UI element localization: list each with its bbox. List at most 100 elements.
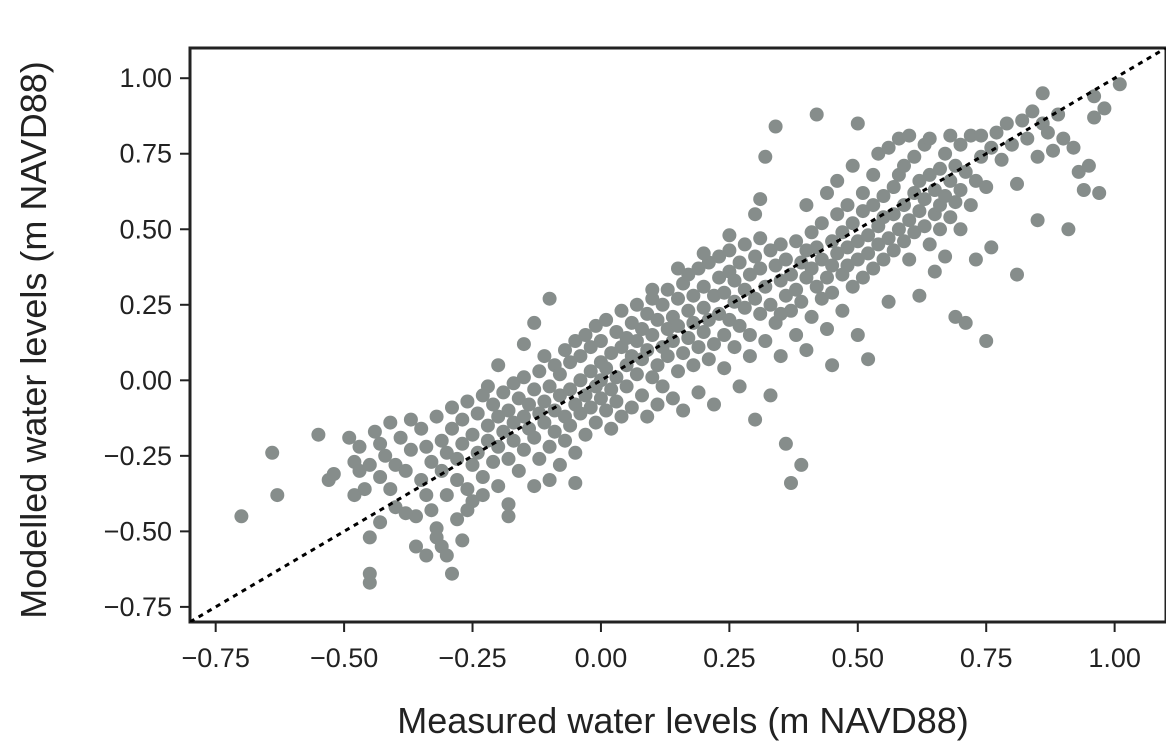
- data-point-31: [414, 421, 429, 436]
- data-point-380: [671, 261, 685, 276]
- data-point-306: [897, 158, 911, 173]
- data-point-197: [712, 306, 727, 321]
- data-point-379: [645, 282, 660, 297]
- data-point-393: [501, 509, 516, 524]
- data-point-240: [784, 476, 798, 490]
- data-point-295: [881, 231, 896, 246]
- data-point-206: [727, 340, 742, 355]
- data-point-6: [342, 430, 357, 445]
- data-point-114: [573, 373, 588, 388]
- data-point-291: [871, 146, 886, 161]
- data-point-76: [506, 376, 521, 391]
- data-point-235: [778, 288, 793, 303]
- data-point-12: [362, 457, 377, 472]
- data-point-131: [599, 312, 614, 327]
- data-point-256: [814, 291, 829, 306]
- x-tick-label: 0.00: [575, 643, 628, 673]
- data-point-338: [953, 222, 968, 237]
- data-point-298: [886, 180, 901, 194]
- data-point-82: [516, 370, 531, 385]
- data-point-87: [527, 382, 542, 397]
- data-point-224: [758, 334, 773, 348]
- x-axis-title: Measured water levels (m NAVD88): [397, 700, 969, 741]
- data-point-373: [1081, 158, 1096, 173]
- data-point-192: [701, 312, 716, 327]
- data-point-337: [953, 183, 968, 197]
- data-point-34: [424, 454, 439, 469]
- data-point-343: [963, 128, 978, 143]
- data-point-320: [922, 167, 937, 182]
- data-point-121: [583, 400, 598, 415]
- data-point-310: [907, 186, 922, 200]
- data-point-261: [820, 322, 834, 336]
- data-point-118: [578, 328, 593, 342]
- data-point-54: [460, 394, 475, 409]
- data-point-214: [742, 267, 757, 282]
- data-point-332: [943, 210, 958, 225]
- data-point-377: [1097, 101, 1112, 116]
- y-tick-label: 0.00: [119, 365, 172, 395]
- data-point-149: [629, 297, 644, 312]
- data-point-1: [265, 445, 280, 460]
- data-point-243: [789, 328, 804, 342]
- data-point-383: [748, 207, 763, 222]
- data-point-67: [486, 397, 501, 412]
- data-point-30: [414, 473, 429, 487]
- data-point-174: [671, 318, 685, 333]
- data-point-280: [855, 204, 870, 219]
- y-tick-label: 0.50: [119, 214, 172, 244]
- data-point-368: [1056, 131, 1071, 146]
- data-point-52: [455, 436, 470, 451]
- data-point-334: [948, 309, 963, 324]
- data-point-18: [373, 436, 388, 451]
- data-point-132: [599, 361, 614, 376]
- data-point-90: [532, 364, 547, 379]
- y-axis: −0.75 −0.50 −0.25 0.00 0.25 0.50 0.75 1.00: [104, 63, 190, 622]
- data-point-274: [845, 216, 860, 231]
- data-point-3: [311, 427, 326, 442]
- data-point-103: [552, 457, 567, 472]
- data-point-203: [722, 312, 737, 327]
- data-point-97: [542, 473, 557, 487]
- data-point-19: [378, 448, 393, 463]
- data-point-296: [881, 140, 896, 155]
- data-point-115: [573, 406, 588, 421]
- data-point-222: [753, 231, 768, 246]
- data-point-88: [527, 430, 542, 445]
- data-point-15: [362, 575, 377, 590]
- data-point-84: [522, 397, 536, 412]
- data-point-286: [866, 198, 881, 213]
- data-point-270: [835, 303, 850, 318]
- data-point-356: [1010, 176, 1024, 191]
- data-point-369: [1061, 222, 1076, 237]
- data-point-304: [897, 234, 911, 249]
- data-point-285: [861, 352, 876, 367]
- data-point-2: [270, 488, 285, 503]
- data-point-275: [845, 279, 860, 294]
- data-point-83: [516, 442, 531, 457]
- data-point-290: [871, 237, 886, 252]
- reference-line-layer: [190, 48, 1166, 622]
- data-point-348: [979, 334, 994, 348]
- data-point-397: [373, 515, 388, 530]
- data-point-181: [686, 358, 701, 373]
- data-point-213: [737, 237, 752, 252]
- data-point-378: [1112, 77, 1127, 92]
- data-point-313: [912, 204, 927, 219]
- data-point-164: [655, 297, 670, 312]
- data-point-68: [491, 409, 506, 424]
- data-point-316: [917, 219, 932, 234]
- data-point-375: [1087, 89, 1102, 104]
- data-point-189: [696, 279, 711, 294]
- data-point-250: [804, 309, 819, 324]
- data-point-86: [527, 479, 542, 494]
- data-point-382: [722, 228, 737, 243]
- data-point-120: [583, 364, 598, 379]
- data-point-178: [681, 303, 696, 318]
- data-point-136: [609, 325, 624, 339]
- data-point-292: [876, 252, 891, 267]
- data-point-73: [501, 403, 516, 418]
- data-point-25: [398, 463, 413, 478]
- data-point-182: [686, 288, 701, 303]
